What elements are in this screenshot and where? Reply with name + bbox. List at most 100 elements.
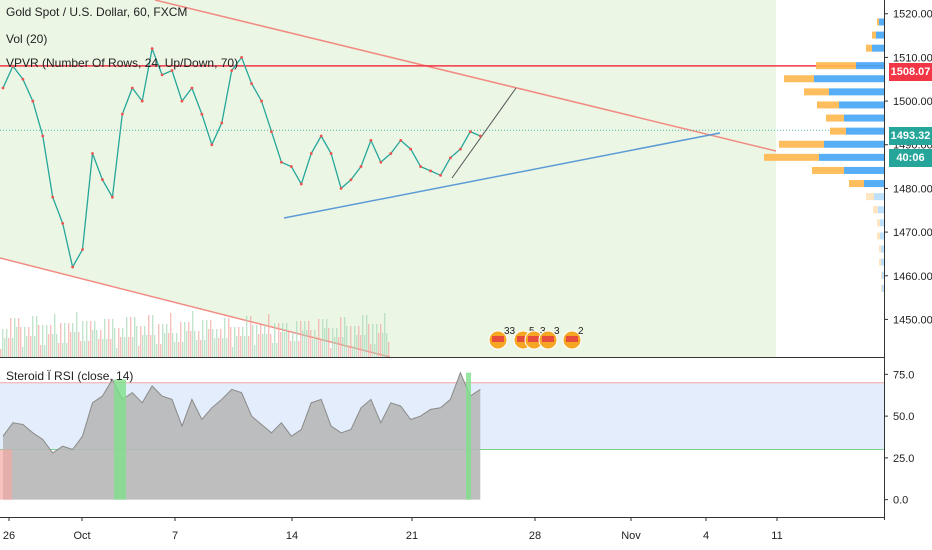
volume-bar [222, 338, 224, 357]
vpvr-down-bar [877, 232, 880, 240]
volume-bar [254, 345, 256, 357]
volume-bar [280, 332, 282, 357]
volume-bar [226, 338, 228, 357]
economic-event-icon[interactable]: 3 [524, 326, 546, 350]
volume-bar [26, 336, 28, 357]
rsi-legend[interactable]: Steroid Ï RSI (close, 14) [6, 369, 134, 383]
volume-bar [300, 321, 302, 357]
volume-bar [106, 339, 108, 357]
vpvr-down-bar [881, 284, 882, 292]
volume-bar [200, 340, 202, 357]
price-point [61, 221, 65, 225]
volume-bar [138, 346, 140, 357]
volume-bar [174, 342, 176, 357]
price-point [1, 86, 5, 90]
volume-bar [108, 319, 110, 357]
projection-line [451, 87, 517, 179]
time-tick-label: Nov [621, 530, 641, 542]
volume-bar [102, 339, 104, 357]
price-point [101, 178, 104, 182]
volume-bar [94, 321, 96, 357]
price-tick-label: 1510.00 [893, 52, 932, 64]
volume-bar [362, 315, 364, 357]
volume-bar [264, 325, 266, 357]
price-point [11, 64, 15, 68]
volume-bar [376, 324, 378, 357]
vpvr-down-bar [817, 101, 839, 109]
volume-bar [250, 316, 252, 357]
volume-bar [236, 336, 238, 357]
price-point [230, 69, 234, 72]
countdown-tag: 40:06 [889, 149, 932, 167]
volume-bar [194, 331, 196, 357]
vol-legend[interactable]: Vol (20) [6, 32, 48, 46]
volume-bar [378, 333, 380, 357]
vpvr-legend[interactable]: VPVR (Number Of Rows, 24, Up/Down, 70) [6, 56, 239, 70]
event-flag-stripe [492, 336, 504, 342]
vpvr-down-bar [877, 18, 879, 26]
volume-bar [234, 327, 236, 357]
volume-bar [58, 343, 60, 357]
vpvr-down-bar [872, 31, 876, 39]
volume-bar [126, 317, 128, 357]
volume-bar [34, 336, 36, 357]
volume-bar [372, 324, 374, 357]
vpvr-up-bar [882, 271, 884, 279]
volume-bar [170, 313, 172, 357]
vpvr-down-bar [877, 219, 880, 227]
volume-bar [208, 329, 210, 357]
economic-event-icon[interactable]: 2 [562, 326, 584, 350]
economic-event-icon[interactable]: 33 [488, 326, 516, 350]
volume-bar [364, 335, 366, 357]
price-point [478, 134, 482, 138]
time-tick-label: 28 [529, 530, 541, 542]
volume-bar [142, 335, 144, 357]
volume-bar [196, 340, 198, 357]
volume-bar [36, 316, 38, 357]
volume-bar [354, 326, 356, 357]
volume-bar [100, 330, 102, 357]
volume-bar [172, 333, 174, 357]
volume-bar [340, 317, 342, 357]
volume-bar [82, 321, 84, 357]
volume-bar [98, 339, 100, 357]
price-point [468, 130, 472, 134]
volume-bar [18, 318, 20, 357]
vpvr-down-bar [779, 140, 824, 148]
event-count: 3 [540, 326, 546, 337]
volume-bar [122, 328, 124, 357]
volume-bar [132, 337, 134, 357]
volume-bar [146, 335, 148, 357]
volume-bar [386, 333, 388, 357]
volume-bar [178, 342, 180, 357]
vpvr-up-bar [882, 284, 884, 292]
price-point [289, 165, 293, 168]
volume-bar [216, 329, 218, 357]
volume-bar [272, 343, 274, 357]
price-point [309, 152, 313, 155]
price-tick-label: 1460.00 [893, 271, 932, 283]
time-tick-label: 4 [703, 530, 709, 542]
volume-bar [8, 338, 10, 357]
volume-bar [210, 320, 212, 357]
volume-bar [168, 333, 170, 357]
event-count: 3 [554, 326, 560, 337]
rsi-pane[interactable] [0, 371, 884, 500]
volume-bar [2, 329, 4, 357]
vpvr-down-bar [873, 206, 878, 214]
vpvr-down-bar [816, 62, 856, 70]
symbol-title[interactable]: Gold Spot / U.S. Dollar, 60, FXCM [6, 5, 188, 19]
economic-event-icon[interactable]: 3 [538, 326, 560, 350]
price-point [110, 195, 114, 199]
price-point [439, 173, 442, 177]
volume-bar [202, 320, 204, 357]
volume-bar [60, 323, 62, 357]
vpvr-down-bar [764, 153, 819, 161]
volume-bar [204, 340, 206, 357]
volume-bar [184, 322, 186, 357]
volume-bar [320, 339, 322, 357]
volume-bar [56, 334, 58, 357]
volume-bar [380, 324, 382, 357]
price-point [449, 156, 452, 160]
